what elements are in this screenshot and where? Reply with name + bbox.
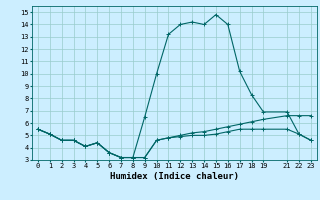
X-axis label: Humidex (Indice chaleur): Humidex (Indice chaleur) <box>110 172 239 181</box>
